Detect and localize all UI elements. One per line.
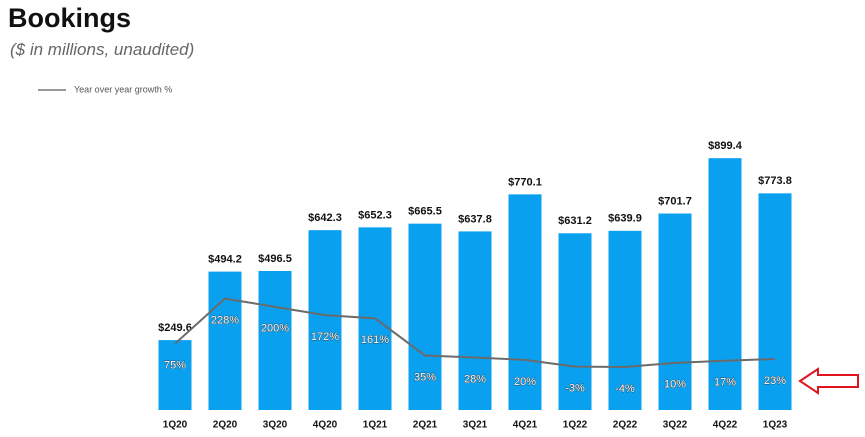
- bar: [208, 271, 242, 410]
- bar: [658, 213, 692, 410]
- x-tick-label: 1Q22: [563, 420, 588, 431]
- bar-value-label: $637.8: [458, 213, 492, 225]
- x-tick-label: 3Q20: [263, 420, 288, 431]
- bar-value-label: $701.7: [658, 195, 692, 207]
- bar-value-label: $496.5: [258, 253, 292, 265]
- growth-line: [174, 297, 776, 368]
- legend-label: Year over year growth %: [74, 84, 172, 94]
- bar: [458, 231, 492, 410]
- bar-value-label: $642.3: [308, 212, 342, 224]
- bar: [158, 340, 192, 410]
- chart-subtitle: ($ in millions, unaudited): [10, 40, 194, 59]
- bar: [308, 230, 342, 410]
- bar-value-label: $899.4: [708, 140, 743, 152]
- x-tick-label: 2Q20: [213, 420, 238, 431]
- annotation-arrow: [798, 367, 859, 395]
- x-tick-label: 1Q21: [363, 420, 388, 431]
- growth-label: 200%: [261, 323, 289, 335]
- bar: [608, 230, 642, 410]
- growth-label: -3%: [565, 383, 585, 395]
- bar: [408, 223, 442, 410]
- bar: [758, 193, 792, 410]
- growth-label: 35%: [414, 371, 436, 383]
- growth-label: 20%: [514, 376, 536, 388]
- growth-label: 228%: [211, 314, 239, 326]
- bar-value-label: $652.3: [358, 209, 392, 221]
- growth-label: 161%: [361, 334, 389, 346]
- growth-label: 17%: [714, 377, 736, 389]
- x-tick-label: 4Q20: [313, 420, 338, 431]
- x-tick-label: 2Q21: [413, 420, 438, 431]
- bar: [708, 158, 742, 410]
- x-tick-label: 1Q20: [163, 420, 188, 431]
- chart-title: Bookings: [8, 3, 131, 33]
- growth-label: 23%: [764, 375, 786, 387]
- bar: [258, 270, 292, 410]
- x-tick-label: 3Q22: [663, 420, 688, 431]
- bar-value-label: $665.5: [408, 206, 442, 218]
- bar-value-label: $773.8: [758, 175, 792, 187]
- bar-value-label: $770.1: [508, 176, 542, 188]
- bar-value-label: $631.2: [558, 215, 592, 227]
- growth-label: 28%: [464, 373, 486, 385]
- bar-value-label: $494.2: [208, 254, 242, 266]
- growth-label: 172%: [311, 331, 339, 343]
- growth-label: 75%: [164, 360, 186, 372]
- bar: [558, 233, 592, 410]
- x-tick-label: 4Q21: [513, 420, 538, 431]
- bar: [508, 194, 542, 410]
- bar-value-label: $249.6: [158, 322, 192, 334]
- bar-value-label: $639.9: [608, 213, 642, 225]
- x-tick-label: 4Q22: [713, 420, 738, 431]
- growth-label: 10%: [664, 379, 686, 391]
- x-tick-label: 3Q21: [463, 420, 488, 431]
- x-tick-label: 2Q22: [613, 420, 638, 431]
- growth-label: -4%: [615, 383, 635, 395]
- x-tick-label: 1Q23: [763, 420, 788, 431]
